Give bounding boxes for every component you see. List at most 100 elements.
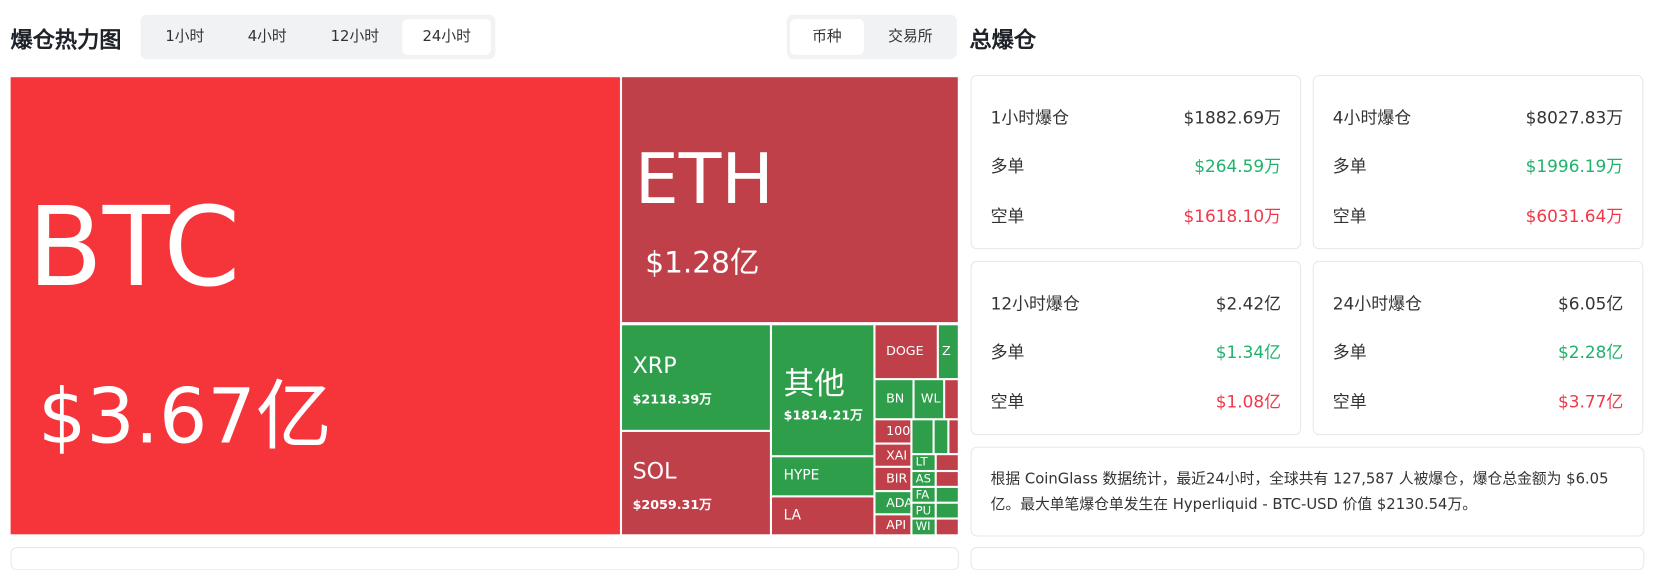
tile[interactable]: 其他 $1814.21万 [772, 325, 874, 456]
summary-card: 4小时爆仓 $8027.83万多单 $1996.19万空单 $6031.64万 [1312, 74, 1644, 250]
row-value: $6031.64万 [1525, 205, 1624, 227]
row-value: $2.28亿 [1557, 342, 1624, 363]
tile-label: HYPE [783, 467, 820, 484]
card-row: 多单 $264.59万 [991, 152, 1281, 177]
tile[interactable]: WL [914, 380, 944, 419]
row-value: $3.77亿 [1557, 391, 1624, 412]
page: 爆仓热力图 1小时 4小时 12小时 24小时 币种 交易所 BTC $3.67亿… [10, 14, 1645, 570]
tile-label: BIR [886, 471, 908, 486]
row-label: 空单 [1332, 205, 1367, 227]
card-row: 空单 $1618.10万 [991, 202, 1281, 227]
card-edge [10, 547, 959, 570]
row-label: 多单 [1332, 156, 1367, 177]
tile[interactable]: BN [875, 380, 913, 419]
tile[interactable]: XRP $2118.39万 [622, 325, 770, 430]
row-value: $1996.19万 [1525, 156, 1624, 177]
tile-label: API [886, 517, 907, 533]
tile-label: 其他 [783, 365, 845, 402]
tile[interactable]: Z [938, 325, 958, 379]
tile-label: SOL [632, 458, 677, 484]
card-row: 空单 $1.08亿 [991, 388, 1281, 413]
tile[interactable]: BIR [875, 467, 911, 491]
card-header: 1小时爆仓 $1882.69万 [991, 103, 1281, 128]
summary-title: 总爆仓 [969, 27, 1037, 53]
tile[interactable]: SOL $2059.31万 [622, 431, 770, 535]
tile [936, 455, 958, 470]
tile-label: AS [915, 472, 931, 486]
tile[interactable]: HYPE [772, 457, 874, 496]
row-label: 多单 [1332, 342, 1367, 363]
tile-value: $1.28亿 [645, 245, 760, 280]
tile-label: XAI [886, 447, 908, 463]
tile[interactable]: ETH $1.28亿 [622, 77, 958, 323]
card-row: 空单 $3.77亿 [1333, 388, 1623, 413]
tile [945, 380, 958, 419]
tile[interactable]: LT [912, 455, 935, 470]
time-tab[interactable]: 4小时 [247, 28, 287, 46]
tile [936, 487, 958, 502]
summary-card: 12小时爆仓 $2.42亿多单 $1.34亿 空单 $1.08亿 [970, 260, 1302, 436]
tile[interactable]: WI [912, 519, 935, 535]
summary-card: 1小时爆仓 $1882.69万 多单 $264.59万 空单 $1618.10万 [970, 74, 1302, 250]
row-value: $1.34亿 [1215, 342, 1282, 363]
view-tab[interactable]: 交易所 [888, 28, 933, 46]
card-label: 24小时爆仓 [1332, 293, 1422, 314]
tile-label: BN [886, 390, 905, 406]
view-tabs: 币种 交易所 [786, 14, 957, 60]
tile-label: XRP [632, 352, 677, 379]
tile[interactable]: API [875, 515, 911, 535]
tile[interactable]: BTC $3.67亿 [10, 77, 620, 535]
tile-value: $2118.39万 [632, 391, 712, 407]
tile-label: BTC [27, 182, 241, 312]
tile-label: ADA [886, 495, 911, 511]
tile [949, 420, 958, 454]
tile [936, 472, 958, 486]
tile-value: $2059.31万 [632, 497, 712, 513]
tile[interactable]: PU [912, 503, 935, 518]
row-label: 空单 [990, 391, 1025, 412]
tile-label: FA [915, 487, 930, 502]
summary-card: 24小时爆仓 $6.05亿 多单 $2.28亿 空单 $3.77亿 [1312, 260, 1644, 436]
tile-label: PU [915, 503, 932, 518]
card-label: 1小时爆仓 [990, 107, 1069, 128]
card-row: 多单 $2.28亿 [1333, 338, 1623, 363]
tile-value: $3.67亿 [38, 371, 332, 461]
tile-label: WL [920, 390, 941, 406]
tile [934, 420, 948, 454]
row-label: 空单 [1332, 391, 1367, 412]
card-edge [970, 547, 1645, 570]
tile [936, 503, 958, 518]
card-total: $2.42亿 [1215, 293, 1282, 314]
card-row: 多单 $1996.19万 [1333, 152, 1623, 177]
tile[interactable]: 100 [875, 420, 911, 443]
card-label: 12小时爆仓 [990, 293, 1080, 314]
heatmap-title: 爆仓热力图 [10, 27, 122, 53]
tile[interactable]: FA [912, 487, 935, 502]
card-total: $8027.83万 [1525, 107, 1624, 128]
time-tab[interactable]: 12小时 [330, 28, 380, 46]
view-tab-active[interactable]: 币种 [789, 19, 864, 55]
card-row: 多单 $1.34亿 [991, 338, 1281, 363]
tile[interactable]: XAI [875, 444, 911, 466]
card-row: 空单 $6031.64万 [1333, 202, 1623, 227]
tile-label: 100 [886, 423, 911, 439]
time-tab[interactable]: 1小时 [165, 28, 205, 46]
tile[interactable]: AS [912, 472, 935, 486]
note: 根据 CoinGlass 数据统计，最近24小时，全球共有 127,587 人被… [990, 471, 1609, 514]
tile-label: LT [915, 455, 928, 469]
card-header: 12小时爆仓 $2.42亿 [991, 289, 1281, 314]
tile-label: DOGE [886, 343, 924, 359]
tile[interactable]: LA [772, 497, 874, 535]
tile[interactable]: ADA [875, 492, 911, 514]
tile [912, 420, 933, 454]
row-label: 多单 [990, 156, 1025, 177]
tile-label: Z [942, 343, 951, 359]
time-tab-active[interactable]: 24小时 [402, 19, 492, 55]
card-label: 4小时爆仓 [1332, 107, 1412, 128]
tile[interactable]: DOGE [875, 325, 937, 379]
treemap: BTC $3.67亿 ETH $1.28亿 XRP $2118.39万 SOL $2059.3… [10, 77, 958, 535]
note-box: 根据 CoinGlass 数据统计，最近24小时，全球共有 127,587 人被… [970, 446, 1645, 537]
tile-value: $1814.21万 [783, 407, 863, 423]
root: 爆仓热力图 1小时 4小时 12小时 24小时 币种 交易所 BTC $3.67亿… [10, 14, 1645, 570]
row-value: $1618.10万 [1183, 205, 1282, 227]
